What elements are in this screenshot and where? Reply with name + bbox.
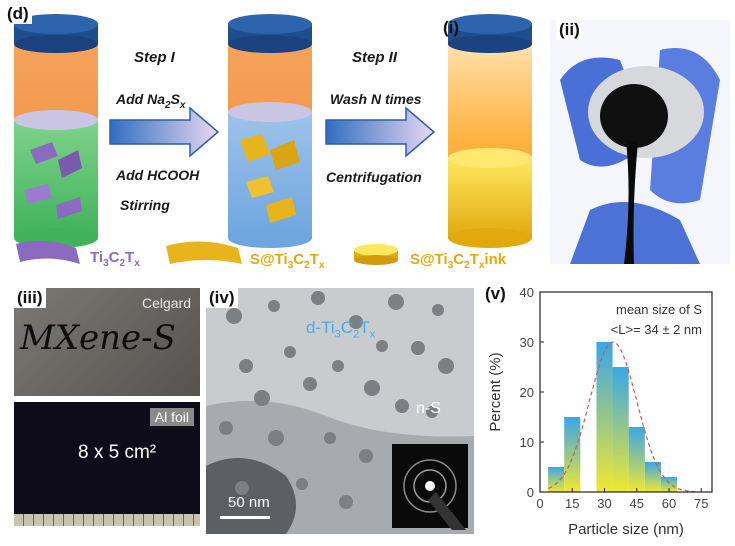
- legend-gold-swatch: [166, 241, 242, 264]
- x-tick-label: 60: [662, 496, 676, 511]
- x-tick-label: 30: [597, 496, 611, 511]
- histogram-bars: [548, 342, 678, 492]
- panel-label-d: (d): [4, 4, 32, 24]
- x-axis-ticks: 0 15 30 45 60 75: [536, 488, 708, 511]
- scale-bar-label: 50 nm: [228, 494, 270, 511]
- al-foil-tag: Al foil: [149, 408, 194, 426]
- scale-bar: [220, 516, 270, 519]
- arrow-step1: [109, 106, 220, 158]
- panel-label-ii: (ii): [556, 20, 583, 40]
- step1-line1: Add Na2Sx: [115, 91, 186, 111]
- histogram-bar: [644, 462, 661, 492]
- x-tick-label: 45: [630, 496, 644, 511]
- y-axis-label: Percent (%): [487, 352, 504, 431]
- y-axis-ticks: 0 10 20 30 40: [520, 285, 544, 500]
- step1-line2: Add HCOOH: [115, 167, 200, 183]
- cylinder-initial: [14, 14, 98, 248]
- legend-ink-swatch: [354, 244, 398, 265]
- sulfur-nanoparticles: [219, 291, 454, 509]
- x-tick-label: 15: [565, 496, 579, 511]
- legend-purple-swatch: [16, 240, 80, 264]
- y-tick-label: 40: [520, 285, 534, 300]
- x-axis-label: Particle size (nm): [568, 521, 684, 538]
- panel-label-v: (v): [482, 284, 509, 304]
- step1-line3: Stirring: [120, 197, 170, 213]
- histogram-bar: [548, 467, 565, 492]
- histogram-bar: [660, 477, 678, 492]
- scheme-panel-d: Step I Add Na2Sx Add HCOOH Stirring Step…: [0, 0, 550, 271]
- step1-title: Step I: [134, 49, 176, 66]
- y-tick-label: 10: [520, 435, 534, 450]
- scheme-svg: Step I Add Na2Sx Add HCOOH Stirring Step…: [14, 14, 532, 271]
- histogram-bar: [596, 342, 613, 492]
- annotation-mean-value: <L>= 34 ± 2 nm: [611, 322, 702, 337]
- y-tick-label: 20: [520, 385, 534, 400]
- y-tick-label: 30: [520, 335, 534, 350]
- histogram-chart: 0 10 20 30 40 0 15 30 45 60 75 Percent (%) Partic…: [487, 285, 713, 538]
- gaussian-fit-curve: [548, 341, 695, 493]
- legend-s-ti3c2tx: S@Ti3C2Tx: [250, 251, 325, 268]
- panel-label-iv: (iv): [206, 288, 238, 308]
- arrow-step2: [325, 106, 436, 158]
- legend-ti3c2tx: Ti3C2Tx: [90, 249, 140, 268]
- photo-ii-ink-bottle: [550, 20, 730, 264]
- step2-line1: Wash N times: [330, 91, 422, 107]
- cylinder-ink: [448, 14, 532, 248]
- area-label: 8 x 5 cm²: [78, 442, 157, 463]
- histogram-bar: [564, 417, 581, 492]
- step2-line2: Centrifugation: [326, 169, 422, 185]
- annotation-mean-size: mean size of S: [616, 302, 702, 317]
- cylinder-step1: [228, 14, 312, 248]
- tem-label-n-s: n-S: [416, 400, 441, 417]
- y-tick-label: 0: [527, 485, 534, 500]
- legend-ink: S@Ti3C2Txink: [410, 251, 507, 268]
- panel-label-iii: (iii): [14, 288, 46, 308]
- x-tick-label: 0: [536, 496, 543, 511]
- handwriting-mxene-s: MXene-S: [20, 318, 176, 358]
- panel-label-i: (i): [443, 18, 460, 37]
- tem-micrograph: [206, 288, 474, 534]
- ruler: [14, 514, 200, 526]
- celgard-tag: Celgard: [141, 295, 191, 311]
- histogram-bar: [628, 427, 645, 492]
- tem-image-iv: d-Ti3C2Tx n-S 50 nm: [206, 288, 474, 534]
- x-tick-label: 75: [694, 496, 708, 511]
- tem-label-d-ti3c2tx: d-Ti3C2Tx: [306, 318, 376, 341]
- ink-bottle-illustration: [560, 48, 720, 264]
- photo-iii-al-foil: Al foil 8 x 5 cm²: [14, 402, 200, 526]
- histogram-panel-v: 0 10 20 30 40 0 15 30 45 60 75 Percent (%) Partic…: [478, 280, 732, 542]
- step2-title: Step II: [352, 49, 398, 66]
- histogram-bar: [612, 367, 629, 492]
